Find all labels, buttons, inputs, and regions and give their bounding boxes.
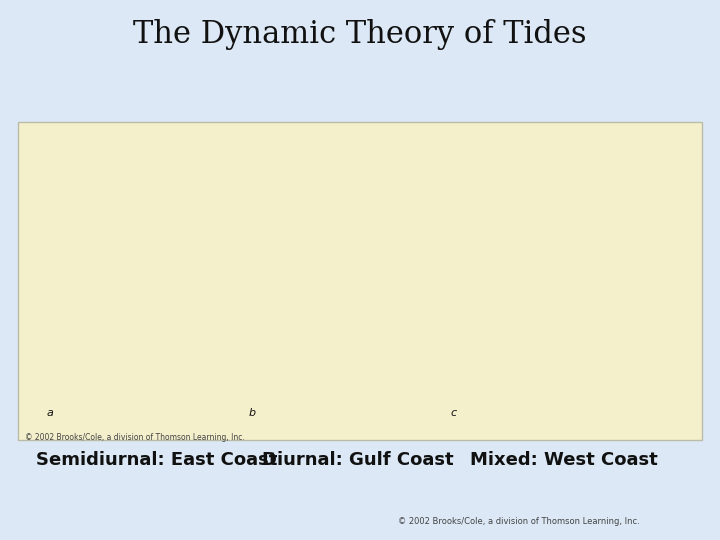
Title: Semidiurnal tide, Cape Cod: Semidiurnal tide, Cape Cod xyxy=(90,185,223,195)
X-axis label: Time (hr): Time (hr) xyxy=(134,414,179,424)
Text: © 2002 Brooks/Cole, a division of Thomson Learning, Inc.: © 2002 Brooks/Cole, a division of Thomso… xyxy=(397,517,639,526)
Title: Mixed tide, Los Angeles: Mixed tide, Los Angeles xyxy=(515,185,630,195)
Text: Mixed: West Coast: Mixed: West Coast xyxy=(470,451,657,469)
Text: 14: 14 xyxy=(28,224,37,230)
Text: Semidiurnal: East Coast: Semidiurnal: East Coast xyxy=(36,451,278,469)
Text: -4: -4 xyxy=(30,356,37,362)
X-axis label: Time (hr): Time (hr) xyxy=(336,414,381,424)
Text: 0: 0 xyxy=(32,300,37,306)
Text: 6: 6 xyxy=(32,275,37,281)
Text: High tide: High tide xyxy=(83,203,125,225)
Text: High tide: High tide xyxy=(294,214,333,238)
Text: Higher
low tide: Higher low tide xyxy=(534,364,567,389)
Text: b: b xyxy=(248,408,256,418)
Title: Diurnal tide, Mobile: Diurnal tide, Mobile xyxy=(310,185,406,195)
X-axis label: Time (hr): Time (hr) xyxy=(550,414,595,424)
Text: © 2002 Brooks/Cole, a division of Thomson Learning, Inc.: © 2002 Brooks/Cole, a division of Thomso… xyxy=(25,433,245,442)
Text: Low tide: Low tide xyxy=(336,366,371,384)
Text: The Dynamic Theory of Tides: The Dynamic Theory of Tides xyxy=(133,19,587,50)
Text: a: a xyxy=(47,408,54,418)
Text: Higher high tide: Higher high tide xyxy=(513,201,581,310)
Text: Diurnal: Gulf Coast: Diurnal: Gulf Coast xyxy=(262,451,454,469)
Text: Lower high tide: Lower high tide xyxy=(575,191,653,222)
Text: Lower
low tide: Lower low tide xyxy=(473,328,506,353)
Text: Low
tide: Low tide xyxy=(101,371,117,390)
Y-axis label: (m): (m) xyxy=(244,289,253,305)
Text: (ft): (ft) xyxy=(25,203,34,215)
Y-axis label: (m): (m) xyxy=(42,289,52,305)
Y-axis label: (m): (m) xyxy=(446,289,455,305)
Text: c: c xyxy=(450,408,456,418)
